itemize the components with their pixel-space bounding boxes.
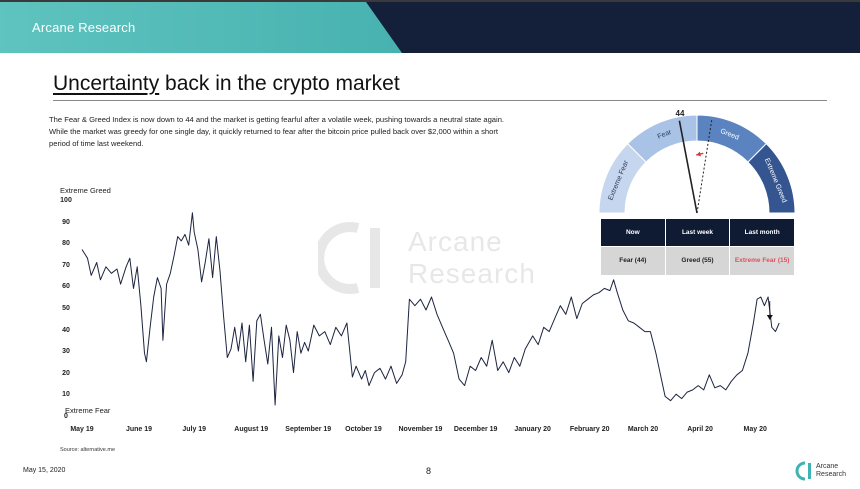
- watermark-line2: Research: [408, 258, 536, 289]
- y-tick-label: 80: [62, 240, 70, 248]
- latest-move-arrow-head: [766, 315, 773, 321]
- x-tick-label: November 19: [398, 426, 443, 433]
- x-tick-label: May 19: [70, 426, 94, 433]
- summary-table-header-row: Now Last week Last month: [600, 218, 795, 247]
- value-last-month: Extreme Fear (15): [729, 246, 795, 276]
- footer-logo-line2: Research: [816, 471, 846, 478]
- y-tick-label: 10: [62, 391, 70, 399]
- x-tick-label: April 20: [687, 426, 713, 433]
- gauge-segment-extreme-greed: [747, 142, 796, 214]
- x-tick-label: September 19: [285, 426, 332, 433]
- fear-greed-series-line: [81, 212, 780, 406]
- gauge-value: 44: [676, 109, 685, 118]
- y-tick-label: 100: [60, 197, 72, 204]
- brand-name: Arcane Research: [32, 20, 136, 35]
- x-tick-label: December 19: [453, 426, 498, 433]
- y-tick-label: 70: [62, 261, 70, 269]
- y-axis-label-top: Extreme Greed: [60, 186, 111, 195]
- value-last-week: Greed (55): [664, 246, 731, 276]
- summary-table-value-row: Fear (44) Greed (55) Extreme Fear (15): [600, 246, 795, 276]
- y-tick-label: 30: [62, 348, 70, 356]
- page-number: 8: [426, 466, 432, 476]
- gauge-needle-now: [678, 120, 698, 214]
- y-tick-label: 0: [64, 413, 68, 420]
- title-divider: [53, 100, 827, 101]
- header-now: Now: [600, 218, 666, 247]
- x-tick-label: June 19: [125, 426, 153, 433]
- x-tick-label: May 20: [743, 426, 767, 433]
- y-tick-label: 40: [62, 326, 70, 334]
- watermark-line1: Arcane: [408, 226, 503, 257]
- header-last-week: Last week: [664, 218, 731, 247]
- x-tick-label: January 20: [514, 426, 551, 433]
- y-axis-label-bottom: Extreme Fear: [65, 406, 111, 415]
- header-background: [0, 2, 860, 53]
- gauge-inner: [626, 142, 768, 213]
- x-tick-label: July 19: [182, 426, 207, 433]
- y-tick-label: 50: [62, 305, 70, 312]
- arcane-logo-icon: [795, 461, 811, 481]
- top-border: [0, 0, 860, 2]
- value-now: Fear (44): [600, 246, 666, 276]
- title-emphasis: Uncertainty: [53, 72, 160, 95]
- x-tick-label: October 19: [345, 426, 382, 433]
- summary-table: Now Last week Last month Fear (44) Greed…: [600, 218, 795, 276]
- gauge-frame: [597, 113, 797, 214]
- y-tick-label: 20: [62, 369, 70, 377]
- footer-logo-line1: Arcane: [816, 463, 839, 470]
- y-tick-label: 90: [62, 218, 70, 226]
- x-tick-label: March 20: [627, 426, 659, 433]
- x-tick-label: February 20: [569, 426, 610, 433]
- title-rest: back in the crypto market: [159, 72, 400, 95]
- header-last-month: Last month: [729, 218, 795, 247]
- y-tick-label: 60: [62, 283, 70, 291]
- watermark-logo: [314, 222, 380, 294]
- footer-date: May 15, 2020: [23, 467, 66, 474]
- x-tick-label: August 19: [234, 426, 269, 433]
- watermark: Arcane Research: [314, 222, 558, 294]
- source-note: Source: alternative.me: [60, 447, 116, 453]
- header-banner: Arcane Research: [0, 2, 860, 53]
- page-title: Uncertainty back in the crypto market: [53, 72, 400, 96]
- footer-logo: Arcane Research: [795, 461, 846, 481]
- gauge-change-arrow-head: [696, 151, 702, 157]
- intro-paragraph: The Fear & Greed Index is now down to 44…: [49, 115, 505, 148]
- footer-logo-text: Arcane Research: [816, 463, 846, 479]
